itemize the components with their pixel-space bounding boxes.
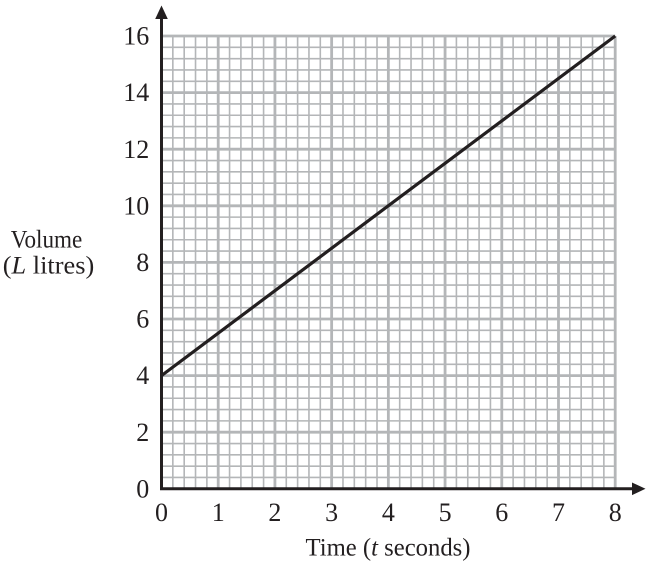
svg-text:8: 8 xyxy=(136,248,149,277)
svg-text:2: 2 xyxy=(136,418,149,447)
svg-text:5: 5 xyxy=(439,498,452,527)
svg-text:8: 8 xyxy=(609,498,622,527)
svg-text:(L litres): (L litres) xyxy=(3,253,95,280)
svg-text:12: 12 xyxy=(123,135,149,164)
svg-text:7: 7 xyxy=(552,498,565,527)
svg-text:1: 1 xyxy=(212,498,225,527)
svg-text:10: 10 xyxy=(123,191,149,220)
svg-text:16: 16 xyxy=(123,22,149,51)
svg-text:4: 4 xyxy=(382,498,395,527)
svg-text:Time (t seconds): Time (t seconds) xyxy=(306,534,471,561)
svg-text:0: 0 xyxy=(136,474,149,503)
svg-text:2: 2 xyxy=(268,498,281,527)
svg-text:6: 6 xyxy=(136,305,149,334)
svg-text:6: 6 xyxy=(495,498,508,527)
svg-text:0: 0 xyxy=(155,498,168,527)
svg-text:3: 3 xyxy=(325,498,338,527)
svg-text:Volume: Volume xyxy=(11,226,83,253)
svg-text:14: 14 xyxy=(123,78,149,107)
svg-text:4: 4 xyxy=(136,361,149,390)
